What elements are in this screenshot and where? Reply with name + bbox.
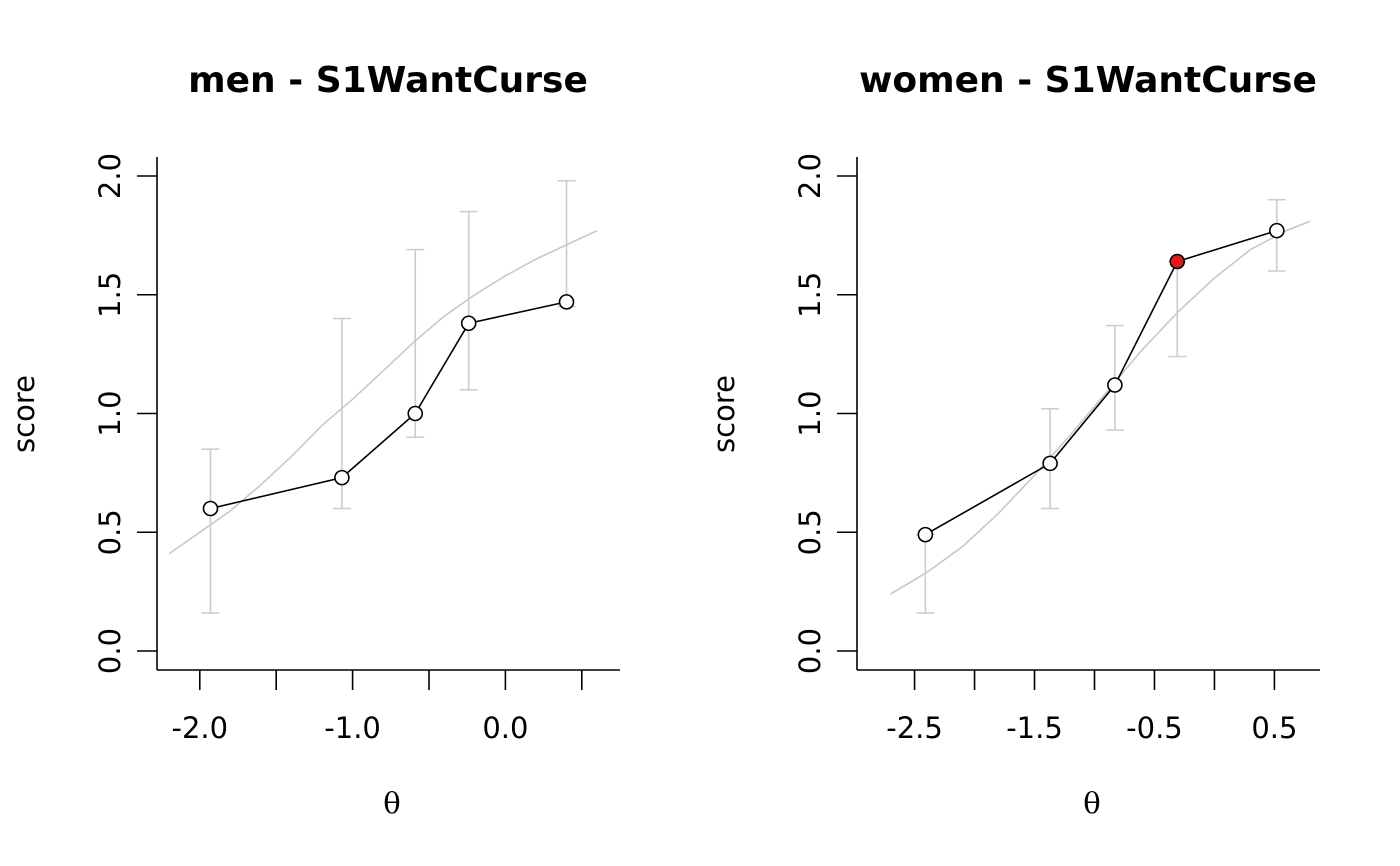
men-panel: men - S1WantCurse score θ 0.0 0.5 1.0 1.5 2.… [7, 60, 620, 820]
women-x-tick-label: -0.5 [1126, 711, 1183, 745]
women-data-point [1107, 377, 1123, 393]
women-observed-line [925, 229, 1278, 536]
women-data-point [1042, 455, 1058, 472]
women-x-tick-label: -1.5 [1006, 711, 1063, 745]
women-chart-title: women - S1WantCurse [859, 60, 1317, 101]
men-data-point [407, 405, 424, 422]
men-y-axis-label: score [7, 375, 41, 453]
men-error-bar [459, 210, 478, 391]
women-y-axis-label: score [707, 375, 741, 453]
men-y-tick-label: 0.5 [93, 509, 127, 555]
men-x-axis-label: θ [383, 786, 400, 820]
men-data-point [334, 469, 350, 486]
men-y-tick-label: 2.0 [93, 153, 127, 199]
women-y-tick-label: 2.0 [793, 153, 827, 199]
women-expected-curve [890, 220, 1311, 595]
men-data-point [460, 315, 477, 332]
women-panel: women - S1WantCurse score θ 0.0 0.5 1.0 1.5… [707, 60, 1320, 820]
women-y-tick-label: 0.5 [793, 509, 827, 555]
men-observed-line [210, 301, 567, 510]
women-data-point [1169, 253, 1186, 270]
men-expected-curve [168, 229, 598, 555]
women-x-tick-label: 0.5 [1251, 711, 1297, 745]
men-error-bar [557, 179, 576, 308]
men-x-tick-label: 0.0 [482, 711, 528, 745]
men-data-point [202, 500, 219, 517]
men-x-tick-label: -2.0 [171, 711, 228, 745]
men-y-tick-label: 0.0 [93, 628, 127, 674]
women-y-tick-label: 0.0 [793, 628, 827, 674]
women-error-bar [916, 533, 935, 614]
women-y-tick-label: 1.0 [793, 390, 827, 436]
men-error-bar [201, 448, 220, 614]
women-data-point [917, 526, 934, 543]
women-data-point [1269, 222, 1285, 239]
men-data-point [558, 294, 575, 310]
men-y-tick-label: 1.0 [93, 390, 127, 436]
men-x-tick-label: -1.0 [324, 711, 381, 745]
men-chart-title: men - S1WantCurse [188, 60, 588, 101]
women-x-tick-label: -2.5 [886, 711, 943, 745]
men-y-tick-label: 1.5 [93, 272, 127, 318]
women-x-axis-label: θ [1083, 786, 1100, 820]
women-y-tick-label: 1.5 [793, 272, 827, 318]
